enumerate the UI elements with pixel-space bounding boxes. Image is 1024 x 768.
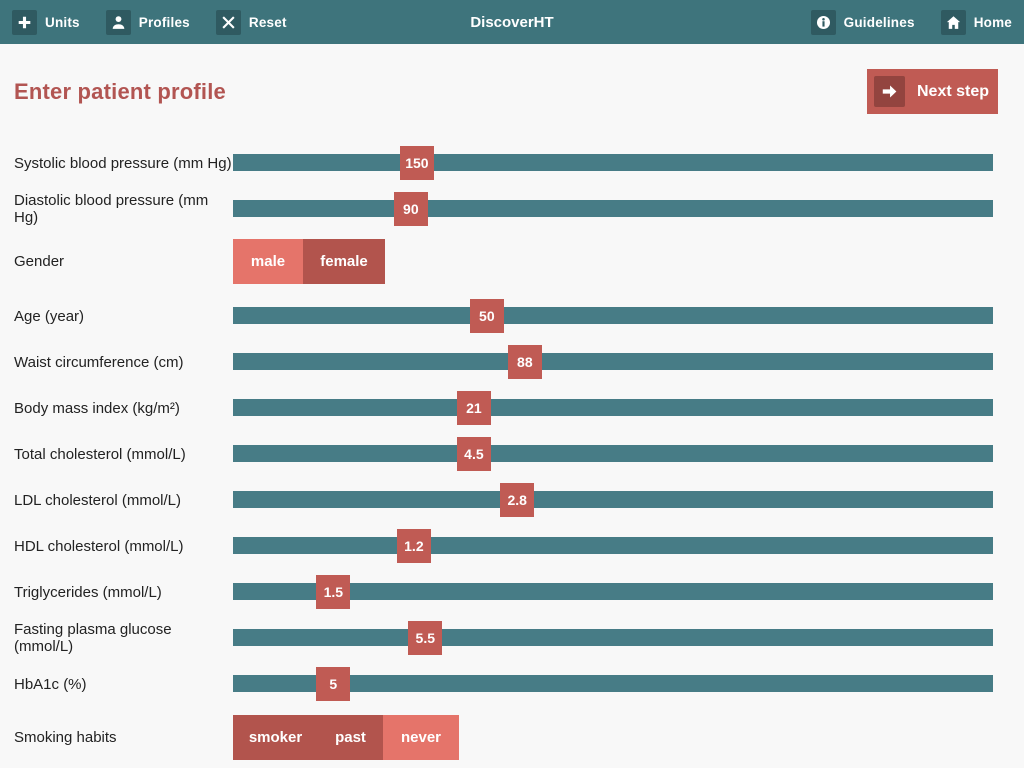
bmi-label: Body mass index (kg/m²) xyxy=(14,399,180,417)
fasting-glucose-slider-track[interactable] xyxy=(233,629,993,646)
smoking-habits-option-never[interactable]: never xyxy=(383,715,459,760)
bmi-slider[interactable]: 21 xyxy=(233,385,993,431)
hba1c-label: HbA1c (%) xyxy=(14,675,87,693)
ldl-cholesterol-label: LDL cholesterol (mmol/L) xyxy=(14,491,181,509)
total-cholesterol-slider[interactable]: 4.5 xyxy=(233,431,993,477)
next-step-label: Next step xyxy=(917,82,990,100)
hdl-cholesterol-slider[interactable]: 1.2 xyxy=(233,523,993,569)
ldl-cholesterol-slider-handle[interactable]: 2.8 xyxy=(500,483,535,517)
fasting-glucose-slider-handle[interactable]: 5.5 xyxy=(408,621,443,655)
row-ldl-cholesterol: LDL cholesterol (mmol/L) 2.8 xyxy=(14,477,993,523)
systolic-bp-slider-track[interactable] xyxy=(233,154,993,171)
total-cholesterol-slider-track[interactable] xyxy=(233,445,993,462)
ldl-cholesterol-slider[interactable]: 2.8 xyxy=(233,477,993,523)
row-waist: Waist circumference (cm) 88 xyxy=(14,339,993,385)
row-gender: Gender male female xyxy=(14,239,385,284)
nav-profiles-label: Profiles xyxy=(138,14,190,30)
home-icon xyxy=(940,9,966,35)
next-step-button[interactable]: Next step xyxy=(867,69,998,114)
row-diastolic-bp: Diastolic blood pressure (mm Hg) 90 xyxy=(14,186,993,232)
page-title: Enter patient profile xyxy=(14,79,226,104)
triglycerides-label: Triglycerides (mmol/L) xyxy=(14,583,162,601)
arrow-right-icon xyxy=(874,76,905,107)
bmi-slider-track[interactable] xyxy=(233,399,993,416)
row-bmi: Body mass index (kg/m²) 21 xyxy=(14,385,993,431)
age-slider-handle[interactable]: 50 xyxy=(469,299,504,333)
systolic-bp-label: Systolic blood pressure (mm Hg) xyxy=(14,154,232,172)
smoking-habits-option-smoker[interactable]: smoker xyxy=(233,715,318,760)
ldl-cholesterol-slider-track[interactable] xyxy=(233,491,993,508)
x-icon xyxy=(215,9,241,35)
hba1c-slider[interactable]: 5 xyxy=(233,661,993,707)
total-cholesterol-slider-handle[interactable]: 4.5 xyxy=(456,437,491,471)
gender-option-male[interactable]: male xyxy=(233,239,303,284)
waist-label: Waist circumference (cm) xyxy=(14,353,184,371)
hdl-cholesterol-label: HDL cholesterol (mmol/L) xyxy=(14,537,184,555)
waist-slider-handle[interactable]: 88 xyxy=(507,345,542,379)
nav-profiles-button[interactable]: Profiles xyxy=(105,9,190,35)
hdl-cholesterol-slider-track[interactable] xyxy=(233,537,993,554)
row-total-cholesterol: Total cholesterol (mmol/L) 4.5 xyxy=(14,431,993,477)
smoking-habits-toggle: smoker past never xyxy=(233,715,459,760)
hba1c-slider-track[interactable] xyxy=(233,675,993,692)
triglycerides-slider-track[interactable] xyxy=(233,583,993,600)
gender-label: Gender xyxy=(14,253,65,270)
row-smoking-habits: Smoking habits smoker past never xyxy=(14,715,459,760)
diastolic-bp-label: Diastolic blood pressure (mm Hg) xyxy=(14,192,209,226)
row-hdl-cholesterol: HDL cholesterol (mmol/L) 1.2 xyxy=(14,523,993,569)
waist-slider-track[interactable] xyxy=(233,353,993,370)
row-systolic-bp: Systolic blood pressure (mm Hg) 150 xyxy=(14,140,993,186)
info-icon xyxy=(810,9,836,35)
diastolic-bp-slider[interactable]: 90 xyxy=(233,186,993,232)
smoking-habits-option-past[interactable]: past xyxy=(318,715,383,760)
systolic-bp-slider[interactable]: 150 xyxy=(233,140,993,186)
row-hba1c: HbA1c (%) 5 xyxy=(14,661,993,707)
gender-toggle: male female xyxy=(233,239,385,284)
fasting-glucose-label: Fasting plasma glucose (mmol/L) xyxy=(14,621,172,655)
person-icon xyxy=(105,9,131,35)
diastolic-bp-slider-track[interactable] xyxy=(233,200,993,217)
nav-units-label: Units xyxy=(45,14,80,30)
triglycerides-slider-handle[interactable]: 1.5 xyxy=(316,575,351,609)
triglycerides-slider[interactable]: 1.5 xyxy=(233,569,993,615)
age-label: Age (year) xyxy=(14,307,85,325)
systolic-bp-slider-handle[interactable]: 150 xyxy=(399,146,434,180)
nav-home-button[interactable]: Home xyxy=(940,9,1012,35)
navbar-right: Guidelines Home xyxy=(810,9,1012,35)
nav-reset-label: Reset xyxy=(248,14,287,30)
smoking-habits-label: Smoking habits xyxy=(14,729,117,746)
hba1c-slider-handle[interactable]: 5 xyxy=(316,667,351,701)
plus-icon xyxy=(12,9,37,35)
hdl-cholesterol-slider-handle[interactable]: 1.2 xyxy=(396,529,431,563)
navbar-left: Units Profiles Reset xyxy=(12,9,287,35)
total-cholesterol-label: Total cholesterol (mmol/L) xyxy=(14,445,186,463)
row-age: Age (year) 50 xyxy=(14,293,993,339)
row-fasting-glucose: Fasting plasma glucose (mmol/L) 5.5 xyxy=(14,615,993,661)
gender-option-female[interactable]: female xyxy=(303,239,385,284)
nav-guidelines-label: Guidelines xyxy=(843,14,915,30)
row-triglycerides: Triglycerides (mmol/L) 1.5 xyxy=(14,569,993,615)
nav-reset-button[interactable]: Reset xyxy=(215,9,287,35)
nav-home-label: Home xyxy=(973,14,1012,30)
diastolic-bp-slider-handle[interactable]: 90 xyxy=(393,192,428,226)
fasting-glucose-slider[interactable]: 5.5 xyxy=(233,615,993,661)
age-slider-track[interactable] xyxy=(233,307,993,324)
waist-slider[interactable]: 88 xyxy=(233,339,993,385)
nav-units-button[interactable]: Units xyxy=(12,9,80,35)
bmi-slider-handle[interactable]: 21 xyxy=(456,391,491,425)
nav-guidelines-button[interactable]: Guidelines xyxy=(810,9,915,35)
age-slider[interactable]: 50 xyxy=(233,293,993,339)
